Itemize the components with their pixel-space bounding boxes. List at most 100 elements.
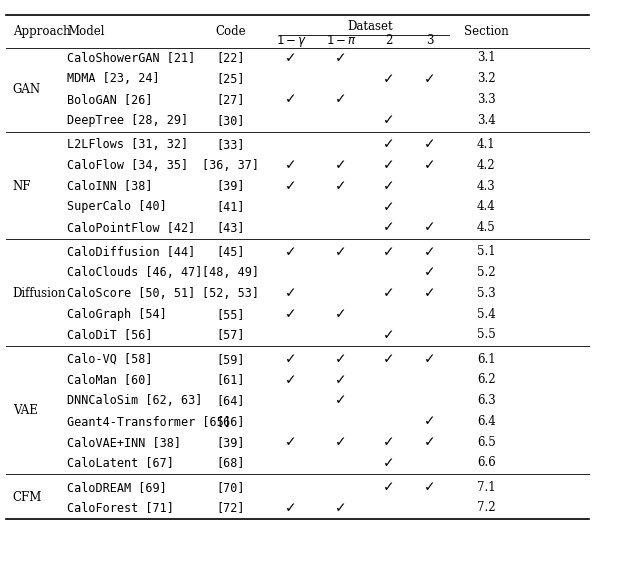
Text: ✓: ✓ bbox=[335, 307, 347, 321]
Text: CaloForest [71]: CaloForest [71] bbox=[67, 501, 174, 514]
Text: ✓: ✓ bbox=[383, 287, 395, 300]
Text: ✓: ✓ bbox=[424, 480, 436, 494]
Text: ✓: ✓ bbox=[424, 245, 436, 259]
Text: ✓: ✓ bbox=[335, 501, 347, 515]
Text: 6.4: 6.4 bbox=[477, 415, 496, 428]
Text: ✓: ✓ bbox=[335, 352, 347, 366]
Text: ✓: ✓ bbox=[335, 51, 347, 65]
Text: $1-\gamma$: $1-\gamma$ bbox=[275, 32, 307, 49]
Text: DNNCaloSim [62, 63]: DNNCaloSim [62, 63] bbox=[67, 394, 203, 407]
Text: 4.1: 4.1 bbox=[477, 138, 496, 151]
Text: 5.2: 5.2 bbox=[477, 266, 496, 279]
Text: ✓: ✓ bbox=[335, 158, 347, 172]
Text: ✓: ✓ bbox=[424, 220, 436, 234]
Text: ✓: ✓ bbox=[424, 158, 436, 172]
Text: ✓: ✓ bbox=[285, 435, 297, 449]
Text: 3.4: 3.4 bbox=[477, 114, 496, 127]
Text: CaloDiT [56]: CaloDiT [56] bbox=[67, 328, 153, 342]
Text: 6.2: 6.2 bbox=[477, 374, 496, 386]
Text: Code: Code bbox=[215, 24, 246, 38]
Text: ✓: ✓ bbox=[383, 113, 395, 127]
Text: [22]: [22] bbox=[216, 52, 244, 64]
Text: ✓: ✓ bbox=[285, 373, 297, 387]
Text: [30]: [30] bbox=[216, 114, 244, 127]
Text: CaloDiffusion [44]: CaloDiffusion [44] bbox=[67, 245, 195, 258]
Text: [43]: [43] bbox=[216, 221, 244, 234]
Text: 4.4: 4.4 bbox=[477, 200, 496, 213]
Text: CaloDREAM [69]: CaloDREAM [69] bbox=[67, 481, 167, 494]
Text: CaloFlow [34, 35]: CaloFlow [34, 35] bbox=[67, 159, 188, 172]
Text: DeepTree [28, 29]: DeepTree [28, 29] bbox=[67, 114, 188, 127]
Text: ✓: ✓ bbox=[383, 435, 395, 449]
Text: ✓: ✓ bbox=[383, 456, 395, 470]
Text: Diffusion: Diffusion bbox=[13, 287, 67, 300]
Text: NF: NF bbox=[13, 179, 31, 193]
Text: Dataset: Dataset bbox=[348, 20, 393, 32]
Text: ✓: ✓ bbox=[335, 394, 347, 408]
Text: ✓: ✓ bbox=[285, 307, 297, 321]
Text: 5.1: 5.1 bbox=[477, 245, 496, 258]
Text: [39]: [39] bbox=[216, 436, 244, 449]
Text: ✓: ✓ bbox=[285, 92, 297, 107]
Text: 4.2: 4.2 bbox=[477, 159, 496, 172]
Text: [45]: [45] bbox=[216, 245, 244, 258]
Text: Section: Section bbox=[464, 24, 509, 38]
Text: ✓: ✓ bbox=[335, 179, 347, 193]
Text: ✓: ✓ bbox=[285, 501, 297, 515]
Text: [64]: [64] bbox=[216, 394, 244, 407]
Text: ✓: ✓ bbox=[335, 245, 347, 259]
Text: [68]: [68] bbox=[216, 456, 244, 469]
Text: ✓: ✓ bbox=[383, 179, 395, 193]
Text: CaloLatent [67]: CaloLatent [67] bbox=[67, 456, 174, 469]
Text: 5.3: 5.3 bbox=[477, 287, 496, 300]
Text: 6.5: 6.5 bbox=[477, 436, 496, 449]
Text: ✓: ✓ bbox=[424, 435, 436, 449]
Text: L2LFlows [31, 32]: L2LFlows [31, 32] bbox=[67, 138, 188, 151]
Text: 3.1: 3.1 bbox=[477, 52, 496, 64]
Text: 5.5: 5.5 bbox=[477, 328, 496, 342]
Text: Calo-VQ [58]: Calo-VQ [58] bbox=[67, 353, 153, 365]
Text: ✓: ✓ bbox=[285, 287, 297, 300]
Text: CaloVAE+INN [38]: CaloVAE+INN [38] bbox=[67, 436, 181, 449]
Text: [27]: [27] bbox=[216, 93, 244, 106]
Text: [52, 53]: [52, 53] bbox=[202, 287, 259, 300]
Text: 5.4: 5.4 bbox=[477, 307, 496, 321]
Text: VAE: VAE bbox=[13, 404, 38, 418]
Text: CaloINN [38]: CaloINN [38] bbox=[67, 179, 153, 193]
Text: CaloMan [60]: CaloMan [60] bbox=[67, 374, 153, 386]
Text: ✓: ✓ bbox=[285, 245, 297, 259]
Text: ✓: ✓ bbox=[383, 72, 395, 86]
Text: 7.2: 7.2 bbox=[477, 501, 496, 514]
Text: CaloScore [50, 51]: CaloScore [50, 51] bbox=[67, 287, 195, 300]
Text: CFM: CFM bbox=[13, 491, 42, 504]
Text: MDMA [23, 24]: MDMA [23, 24] bbox=[67, 72, 160, 85]
Text: [33]: [33] bbox=[216, 138, 244, 151]
Text: SuperCalo [40]: SuperCalo [40] bbox=[67, 200, 167, 213]
Text: ✓: ✓ bbox=[383, 480, 395, 494]
Text: 6.6: 6.6 bbox=[477, 456, 496, 469]
Text: CaloPointFlow [42]: CaloPointFlow [42] bbox=[67, 221, 195, 234]
Text: 4.5: 4.5 bbox=[477, 221, 496, 234]
Text: 2: 2 bbox=[385, 34, 393, 47]
Text: ✓: ✓ bbox=[424, 287, 436, 300]
Text: ✓: ✓ bbox=[285, 179, 297, 193]
Text: ✓: ✓ bbox=[383, 137, 395, 151]
Text: [55]: [55] bbox=[216, 307, 244, 321]
Text: ✓: ✓ bbox=[424, 137, 436, 151]
Text: $1-\pi$: $1-\pi$ bbox=[326, 34, 356, 47]
Text: ✓: ✓ bbox=[383, 220, 395, 234]
Text: ✓: ✓ bbox=[383, 328, 395, 342]
Text: [57]: [57] bbox=[216, 328, 244, 342]
Text: [41]: [41] bbox=[216, 200, 244, 213]
Text: 6.3: 6.3 bbox=[477, 394, 496, 407]
Text: 4.3: 4.3 bbox=[477, 179, 496, 193]
Text: ✓: ✓ bbox=[285, 51, 297, 65]
Text: ✓: ✓ bbox=[383, 158, 395, 172]
Text: GAN: GAN bbox=[13, 82, 41, 96]
Text: CaloGraph [54]: CaloGraph [54] bbox=[67, 307, 167, 321]
Text: Approach: Approach bbox=[13, 24, 70, 38]
Text: [72]: [72] bbox=[216, 501, 244, 514]
Text: [61]: [61] bbox=[216, 374, 244, 386]
Text: 6.1: 6.1 bbox=[477, 353, 496, 365]
Text: [59]: [59] bbox=[216, 353, 244, 365]
